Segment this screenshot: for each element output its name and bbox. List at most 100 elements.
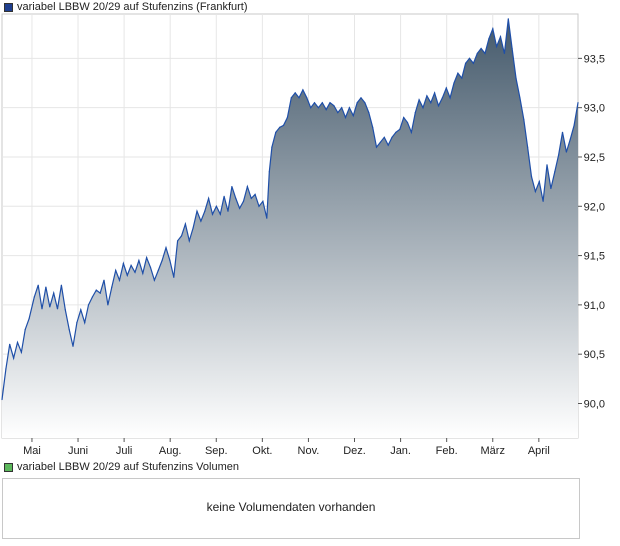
price-point (437, 105, 440, 107)
price-point (72, 345, 74, 347)
price-point (565, 151, 568, 153)
price-point (80, 309, 82, 311)
price-point (472, 62, 474, 64)
y-tick-label: 92,5 (584, 152, 605, 164)
price-point (306, 97, 308, 99)
price-point (507, 18, 509, 20)
price-point (41, 308, 43, 310)
price-point (254, 193, 256, 195)
price-point (313, 102, 316, 104)
price-point (561, 131, 564, 133)
price-point (76, 322, 78, 324)
price-point (344, 116, 347, 119)
price-point (461, 77, 463, 79)
price-point (111, 286, 113, 288)
price-point (122, 262, 124, 265)
price-point (368, 112, 370, 114)
price-point (258, 205, 260, 207)
price-point (192, 227, 194, 229)
price-point (208, 197, 210, 199)
y-tick-label: 91,5 (584, 251, 605, 263)
price-point (45, 286, 47, 288)
price-point (223, 195, 225, 197)
price-point (91, 296, 93, 298)
price-point (268, 171, 270, 173)
price-point (9, 343, 11, 345)
price-point (60, 284, 63, 286)
price-point (499, 36, 502, 38)
price-point (527, 146, 529, 148)
y-tick-label: 90,0 (584, 398, 605, 410)
price-point (184, 223, 186, 225)
price-point (569, 138, 571, 140)
price-point (403, 116, 405, 119)
price-point (383, 136, 385, 138)
x-tick-label: Jan. (390, 445, 411, 457)
price-point (107, 304, 109, 306)
price-point (215, 205, 217, 207)
price-point (262, 200, 264, 202)
price-point (115, 269, 117, 271)
price-point (153, 279, 155, 281)
volume-legend: variabel LBBW 20/29 auf Stufenzins Volum… (4, 460, 239, 474)
price-point (321, 102, 323, 104)
price-point (161, 259, 163, 262)
price-point (457, 72, 459, 74)
price-point (430, 102, 432, 104)
price-point (290, 97, 292, 99)
price-point (391, 136, 393, 138)
price-legend-label: variabel LBBW 20/29 auf Stufenzins (Fran… (17, 1, 248, 13)
price-point (348, 107, 350, 109)
price-point (523, 118, 525, 121)
y-tick-label: 92,0 (584, 201, 605, 213)
x-tick-label: Nov. (298, 445, 320, 457)
price-point (56, 308, 59, 310)
price-point (496, 45, 498, 48)
price-point (546, 164, 548, 166)
price-point (333, 105, 335, 107)
price-point (554, 171, 556, 173)
price-point (449, 97, 451, 99)
price-point (441, 97, 443, 99)
price-legend-swatch (4, 2, 13, 12)
price-point (476, 52, 478, 55)
price-point (426, 95, 428, 97)
x-tick-label: Mai (23, 445, 41, 457)
x-tick-label: Okt. (252, 445, 272, 457)
price-point (538, 181, 540, 183)
price-point (372, 126, 374, 128)
price-point (246, 186, 248, 188)
price-point (200, 220, 202, 222)
price-point (484, 52, 486, 55)
price-point (16, 341, 19, 343)
price-point (577, 102, 579, 104)
x-tick-label: April (528, 445, 550, 457)
price-point (188, 240, 190, 242)
price-point (434, 92, 436, 94)
y-tick-label: 91,0 (584, 300, 605, 312)
volume-empty-message: keine Volumendaten vorhanden (206, 500, 376, 514)
price-point (64, 309, 66, 311)
price-point (149, 266, 152, 268)
price-point (364, 102, 366, 104)
price-point (126, 274, 128, 276)
price-point (239, 207, 241, 209)
price-point (453, 82, 455, 84)
price-point (282, 124, 285, 126)
price-point (95, 289, 97, 291)
price-point (573, 124, 575, 126)
price-point (169, 259, 171, 262)
price-point (142, 272, 144, 274)
price-point (266, 217, 268, 219)
price-area (2, 18, 578, 439)
price-point (286, 116, 288, 119)
price-point (414, 112, 416, 114)
price-point (1, 398, 3, 401)
price-point (329, 102, 331, 104)
price-point (204, 210, 206, 212)
price-point (20, 351, 22, 353)
x-tick-label: Dez. (343, 445, 366, 457)
price-point (503, 52, 505, 55)
price-point (177, 240, 179, 242)
price-point (515, 77, 517, 79)
